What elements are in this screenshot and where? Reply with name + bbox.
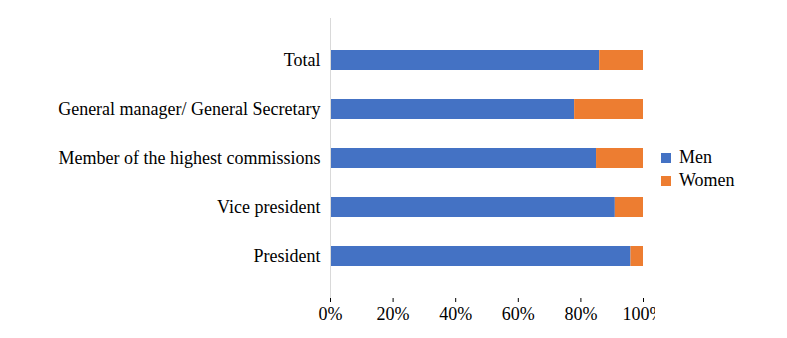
html-text:Men: Men bbox=[679, 147, 712, 167]
svg-text:60%: 60% bbox=[502, 304, 535, 324]
svg-text:40%: 40% bbox=[439, 304, 472, 324]
svg-text:20%: 20% bbox=[377, 304, 410, 324]
svg-text:Total: Total bbox=[284, 50, 321, 70]
svg-text:Vice president: Vice president bbox=[217, 197, 320, 217]
svg-text:100%: 100% bbox=[623, 304, 656, 324]
svg-text:President: President bbox=[254, 246, 321, 266]
svg-text:General manager/ General Secre: General manager/ General Secretary bbox=[58, 99, 320, 119]
svg-text:80%: 80% bbox=[564, 304, 597, 324]
svg-text:Member of the highest commissi: Member of the highest commissions bbox=[59, 148, 321, 168]
svg-text:0%: 0% bbox=[319, 304, 343, 324]
html-text:Women: Women bbox=[679, 170, 735, 190]
